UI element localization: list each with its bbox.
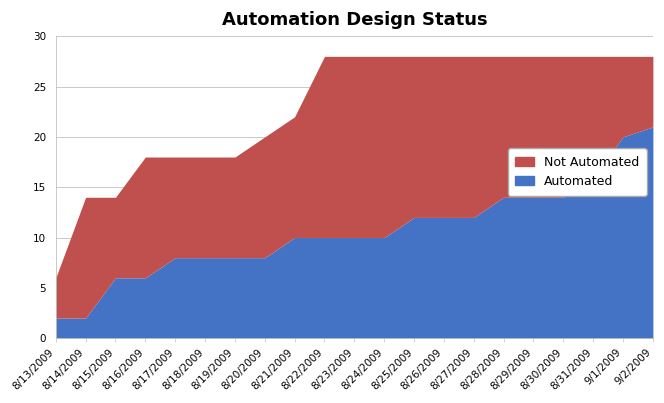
Legend: Not Automated, Automated: Not Automated, Automated	[508, 148, 647, 196]
Title: Automation Design Status: Automation Design Status	[222, 11, 487, 29]
